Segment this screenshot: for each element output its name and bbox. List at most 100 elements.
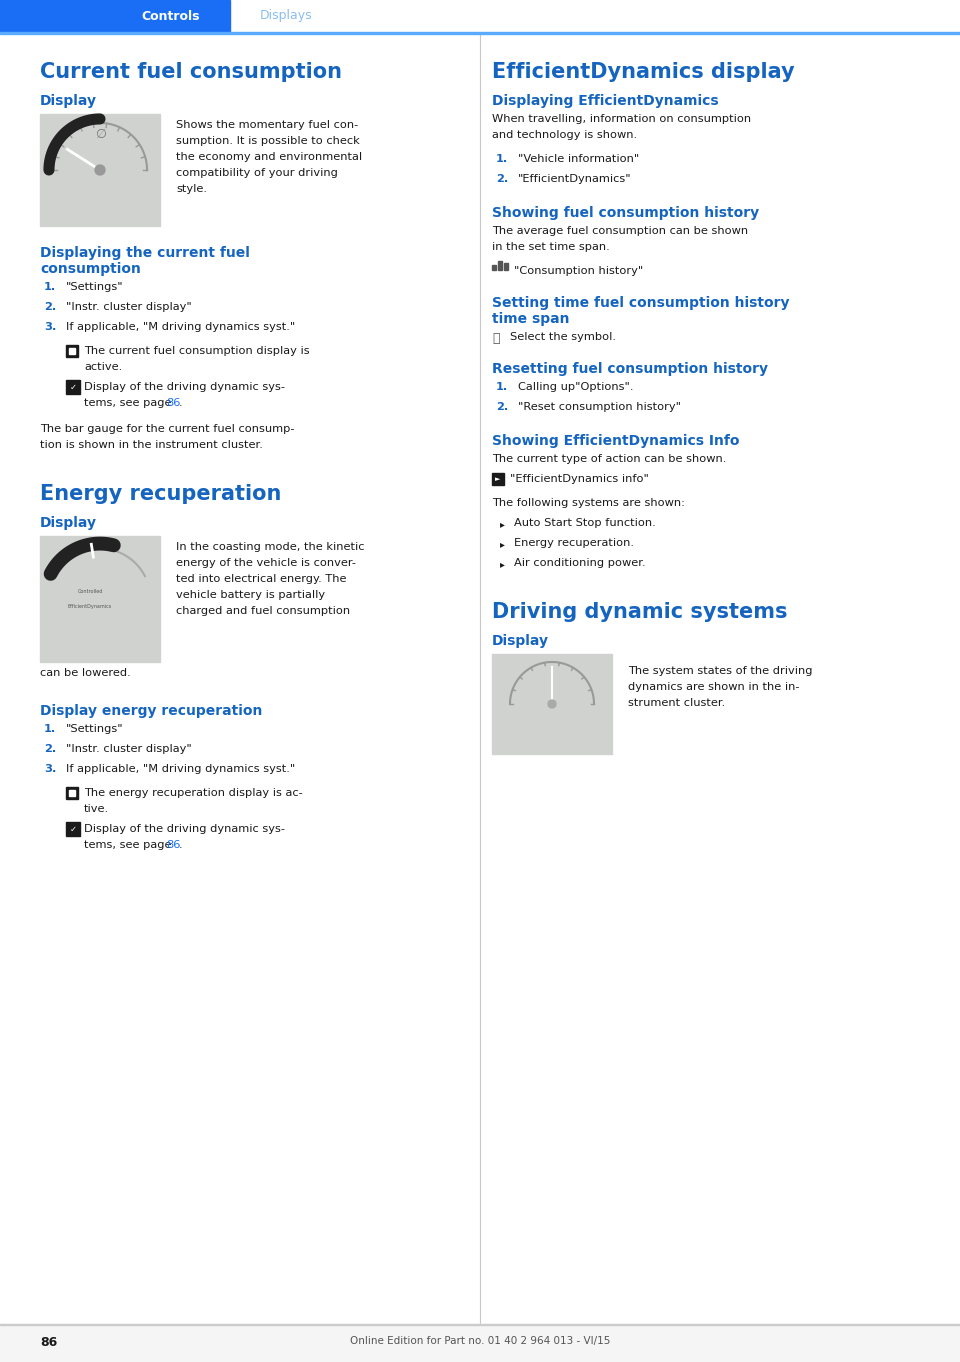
Text: 1.: 1. — [44, 725, 57, 734]
Text: vehicle battery is partially: vehicle battery is partially — [176, 590, 325, 601]
Text: .: . — [179, 398, 182, 409]
Text: "Settings": "Settings" — [66, 725, 124, 734]
Text: Display of the driving dynamic sys-: Display of the driving dynamic sys- — [84, 824, 285, 834]
Text: "EfficientDynamics info": "EfficientDynamics info" — [510, 474, 649, 484]
Text: "Instr. cluster display": "Instr. cluster display" — [66, 744, 192, 755]
Text: Calling up"Options".: Calling up"Options". — [518, 381, 634, 392]
Text: Display: Display — [40, 516, 97, 530]
Text: charged and fuel consumption: charged and fuel consumption — [176, 606, 350, 616]
Text: Controls: Controls — [141, 10, 200, 23]
Bar — [66, 345, 78, 357]
Text: consumption: consumption — [40, 262, 141, 276]
Text: and technology is shown.: and technology is shown. — [492, 129, 637, 140]
Text: the economy and environmental: the economy and environmental — [176, 153, 362, 162]
Text: The current type of action can be shown.: The current type of action can be shown. — [492, 454, 727, 464]
Text: ✓: ✓ — [69, 824, 77, 834]
Text: 86: 86 — [40, 1336, 58, 1348]
Text: The average fuel consumption can be shown: The average fuel consumption can be show… — [492, 226, 748, 236]
Text: Setting time fuel consumption history: Setting time fuel consumption history — [492, 296, 789, 311]
Text: Display: Display — [40, 94, 97, 108]
Text: ▸: ▸ — [500, 519, 505, 528]
Text: time span: time span — [492, 312, 569, 326]
Text: in the set time span.: in the set time span. — [492, 242, 610, 252]
Text: Shows the momentary fuel con-: Shows the momentary fuel con- — [176, 120, 358, 129]
Text: Auto Start Stop function.: Auto Start Stop function. — [514, 518, 656, 528]
Text: Air conditioning power.: Air conditioning power. — [514, 558, 646, 568]
Text: strument cluster.: strument cluster. — [628, 697, 725, 708]
Text: sumption. It is possible to check: sumption. It is possible to check — [176, 136, 360, 146]
Text: active.: active. — [84, 362, 122, 372]
Text: tive.: tive. — [84, 804, 109, 814]
Text: Current fuel consumption: Current fuel consumption — [40, 63, 342, 82]
Bar — [0, 0, 230, 31]
Text: .: . — [179, 840, 182, 850]
Text: "Instr. cluster display": "Instr. cluster display" — [66, 302, 192, 312]
Text: The system states of the driving: The system states of the driving — [628, 666, 812, 676]
Bar — [40, 114, 160, 226]
Bar — [0, 31, 960, 34]
Text: If applicable, "M driving dynamics syst.": If applicable, "M driving dynamics syst.… — [66, 321, 296, 332]
Text: 1.: 1. — [496, 154, 508, 163]
Bar — [492, 473, 504, 485]
Circle shape — [548, 700, 556, 708]
Text: 2.: 2. — [496, 402, 508, 411]
Text: The following systems are shown:: The following systems are shown: — [492, 498, 685, 508]
Text: ∅: ∅ — [95, 128, 106, 142]
Text: dynamics are shown in the in-: dynamics are shown in the in- — [628, 682, 800, 692]
Text: "Consumption history": "Consumption history" — [514, 266, 643, 276]
Text: EfficientDynamics display: EfficientDynamics display — [492, 63, 795, 82]
Text: 1.: 1. — [496, 381, 508, 392]
Bar — [492, 266, 496, 270]
Bar — [498, 262, 502, 270]
Text: The bar gauge for the current fuel consump-: The bar gauge for the current fuel consu… — [40, 424, 295, 434]
Text: The current fuel consumption display is: The current fuel consumption display is — [84, 346, 310, 355]
Text: ►: ► — [495, 475, 501, 482]
Text: The energy recuperation display is ac-: The energy recuperation display is ac- — [84, 789, 302, 798]
Text: 3.: 3. — [44, 321, 57, 332]
Text: "Reset consumption history": "Reset consumption history" — [518, 402, 681, 411]
Text: ▸: ▸ — [500, 539, 505, 549]
Text: In the coasting mode, the kinetic: In the coasting mode, the kinetic — [176, 542, 365, 552]
Text: compatibility of your driving: compatibility of your driving — [176, 168, 338, 178]
Bar — [492, 654, 612, 755]
Text: Display: Display — [492, 633, 549, 648]
Text: If applicable, "M driving dynamics syst.": If applicable, "M driving dynamics syst.… — [66, 764, 296, 774]
Text: 86: 86 — [166, 398, 180, 409]
Text: 3.: 3. — [44, 764, 57, 774]
Text: 2.: 2. — [496, 174, 508, 184]
Text: ⌕: ⌕ — [492, 331, 499, 345]
Text: When travelling, information on consumption: When travelling, information on consumpt… — [492, 114, 751, 124]
Bar — [66, 380, 80, 394]
Text: Controlled: Controlled — [78, 588, 103, 594]
Text: ✓: ✓ — [69, 383, 77, 391]
Text: Energy recuperation.: Energy recuperation. — [514, 538, 634, 548]
Text: tion is shown in the instrument cluster.: tion is shown in the instrument cluster. — [40, 440, 263, 449]
Text: 2.: 2. — [44, 744, 57, 755]
Text: style.: style. — [176, 184, 207, 193]
Text: Displaying EfficientDynamics: Displaying EfficientDynamics — [492, 94, 719, 108]
Text: "Vehicle information": "Vehicle information" — [518, 154, 639, 163]
Text: energy of the vehicle is conver-: energy of the vehicle is conver- — [176, 558, 356, 568]
Bar — [69, 790, 75, 795]
Bar — [40, 537, 160, 662]
Text: Driving dynamic systems: Driving dynamic systems — [492, 602, 787, 622]
Bar — [66, 787, 78, 799]
Bar — [504, 263, 508, 270]
Text: 1.: 1. — [44, 282, 57, 291]
Text: Energy recuperation: Energy recuperation — [40, 484, 281, 504]
Bar — [69, 349, 75, 354]
Text: EfficientDynamics: EfficientDynamics — [68, 603, 112, 609]
Bar — [0, 1324, 960, 1362]
Text: Displaying the current fuel: Displaying the current fuel — [40, 247, 250, 260]
Bar — [66, 823, 80, 836]
Text: Showing fuel consumption history: Showing fuel consumption history — [492, 206, 759, 221]
Text: Showing EfficientDynamics Info: Showing EfficientDynamics Info — [492, 434, 739, 448]
Text: tems, see page: tems, see page — [84, 840, 175, 850]
Text: "Settings": "Settings" — [66, 282, 124, 291]
Text: Display energy recuperation: Display energy recuperation — [40, 704, 262, 718]
Circle shape — [95, 165, 105, 174]
Text: ted into electrical energy. The: ted into electrical energy. The — [176, 573, 347, 584]
Text: can be lowered.: can be lowered. — [40, 667, 131, 678]
Text: 2.: 2. — [44, 302, 57, 312]
Text: "EfficientDynamics": "EfficientDynamics" — [518, 174, 632, 184]
